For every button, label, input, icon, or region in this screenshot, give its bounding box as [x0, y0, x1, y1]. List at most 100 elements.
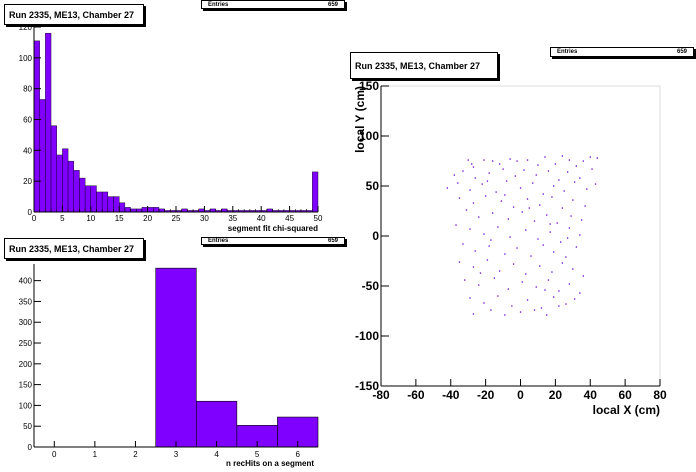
scatter-point [464, 279, 466, 281]
scatter-point [492, 160, 494, 162]
scatter-point [532, 182, 534, 184]
bottom-left-stats-value: 659 [327, 238, 338, 244]
chi2-x-axis-label: segment fit chi-squared [228, 224, 318, 233]
chi2-x-tick-label: 0 [32, 214, 37, 223]
scatter-point [563, 190, 565, 192]
scatter-point [575, 165, 577, 167]
scatter-point [558, 179, 560, 181]
scatter-point [493, 277, 496, 279]
scatter-point [561, 207, 564, 209]
chi2-bar [73, 170, 80, 213]
scatter-point [540, 307, 543, 309]
scatter-point [472, 202, 475, 204]
nhits-x-tick-label: 5 [255, 450, 260, 459]
chi2-x-tick-label: 5 [60, 214, 65, 223]
scatter-point [488, 172, 490, 174]
scatter-y-tick-label: -100 [355, 329, 379, 343]
bottom-left-chart-title: Run 2335, ME13, Chamber 27 [4, 238, 144, 259]
scatter-point [483, 302, 485, 304]
scatter-point [516, 160, 518, 162]
scatter-point [514, 175, 516, 177]
chi2-bar [312, 171, 319, 213]
scatter-point [497, 226, 499, 228]
scatter-y-axis-label: local Y (cm) [353, 86, 367, 153]
scatter-point [521, 281, 523, 283]
scatter-point [512, 206, 515, 208]
scatter-point [455, 224, 457, 226]
scatter-point [485, 195, 487, 197]
nhits-y-tick-label: 200 [19, 360, 33, 369]
chi2-bar [96, 191, 103, 213]
scatter-point [458, 261, 461, 263]
bottom-left-title-text: Run 2335, ME13, Chamber 27 [9, 243, 135, 254]
chi2-y-tick-label: 20 [23, 177, 32, 186]
top-left-stats-label: Entries [208, 1, 229, 8]
scatter-point [566, 171, 569, 173]
scatter-point [591, 168, 593, 170]
scatter-point [542, 244, 544, 246]
scatter-point [519, 311, 522, 313]
right-stats-box: Entries 659 [550, 47, 694, 57]
scatter-point [535, 286, 537, 288]
scatter-point [533, 309, 536, 311]
scatter-y-tick-label: -150 [355, 379, 379, 393]
scatter-point [533, 220, 536, 222]
nhits-y-tick-label: 300 [19, 318, 33, 327]
scatter-point [507, 218, 509, 220]
scatter-point [547, 170, 550, 172]
scatter-x-tick-label: -20 [477, 388, 495, 402]
chi2-x-tick-label: 15 [115, 214, 124, 223]
top-left-title-text: Run 2335, ME13, Chamber 27 [9, 9, 135, 20]
scatter-point [579, 177, 581, 179]
scatter-point [458, 197, 461, 199]
scatter-point [500, 200, 503, 202]
scatter-y-tick-label: -50 [362, 279, 380, 293]
scatter-point [516, 247, 518, 249]
scatter-x-tick-label: -40 [442, 388, 460, 402]
chi2-bar [67, 160, 74, 213]
scatter-x-axis-label: local X (cm) [593, 403, 660, 417]
scatter-point [554, 163, 557, 165]
scatter-point [525, 273, 527, 275]
scatter-point [526, 159, 529, 161]
scatter-point [509, 236, 511, 238]
chi2-x-tick-label: 30 [200, 214, 209, 223]
nhits-y-tick-label: 350 [19, 297, 33, 306]
top-left-stats-value: 659 [327, 1, 338, 8]
scatter-point [544, 156, 546, 158]
scatter-point [525, 229, 527, 231]
scatter-point [526, 299, 529, 301]
scatter-point [596, 157, 598, 159]
chi2-bar [124, 207, 131, 213]
nhits-x-axis-label: n recHits on a segment [226, 459, 314, 468]
scatter-point [570, 215, 572, 217]
scatter-point [556, 222, 558, 224]
scatter-point [547, 279, 550, 281]
scatter-point [467, 159, 469, 161]
nhits-x-tick-label: 6 [295, 450, 300, 459]
scatter-y-tick-label: 0 [372, 229, 379, 243]
scatter-point [526, 198, 529, 200]
scatter-point [565, 303, 567, 305]
chi2-bar [50, 125, 57, 213]
chi2-bar [84, 185, 92, 213]
chi2-x-tick-label: 20 [143, 214, 152, 223]
chi2-y-tick-label: 100 [19, 54, 33, 63]
scatter-point [542, 193, 544, 195]
scatter-point [549, 231, 551, 233]
bottom-left-stats-label: Entries [208, 238, 229, 244]
nhits-x-tick-label: 0 [52, 450, 57, 459]
chi2-x-tick-label: 45 [285, 214, 294, 223]
scatter-point [498, 163, 501, 165]
scatter-point [457, 182, 459, 184]
scatter-point [580, 219, 583, 221]
chi2-bar [113, 196, 120, 213]
nhits-x-tick-label: 2 [133, 450, 138, 459]
scatter-x-tick-label: -60 [407, 388, 425, 402]
scatter-point [537, 164, 539, 166]
chi2-x-tick-label: 50 [314, 214, 323, 223]
scatter-point [528, 207, 530, 209]
right-stats-label: Entries [557, 49, 578, 55]
scatter-point [523, 169, 525, 171]
scatter-point [568, 227, 571, 229]
